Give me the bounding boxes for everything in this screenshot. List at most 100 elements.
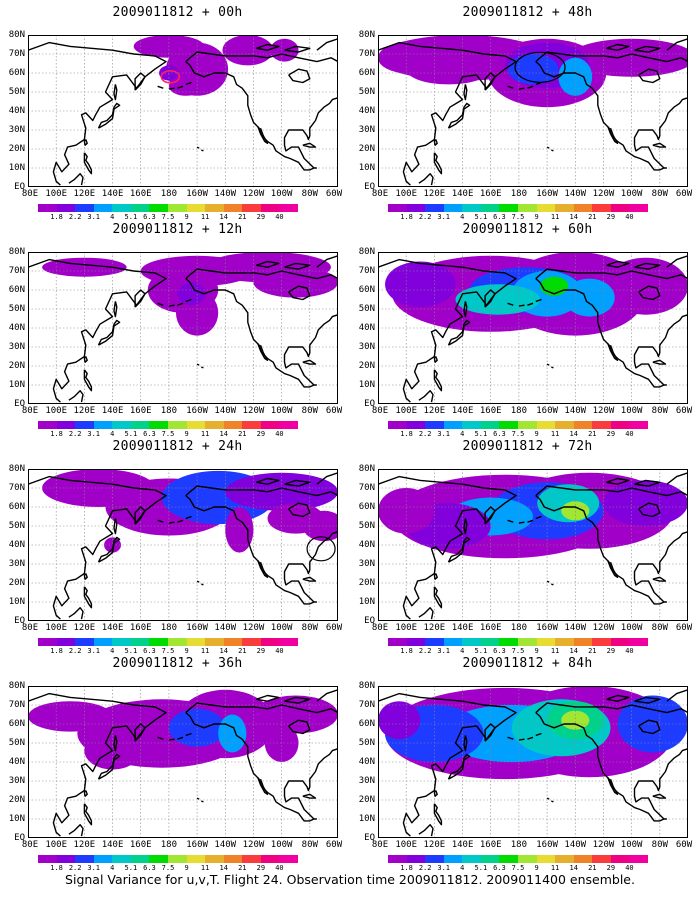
lat-tick-label: 20N — [8, 144, 25, 154]
coastline — [284, 696, 311, 704]
coastline — [257, 559, 269, 579]
contour-marker — [306, 536, 336, 562]
lon-tick-label: 100W — [620, 840, 643, 850]
colorbar-swatch — [223, 204, 243, 212]
colorbar-label: 21 — [588, 647, 597, 655]
coastline — [316, 689, 338, 702]
colorbar-label: 3.1 — [437, 647, 451, 655]
colorbar-swatch — [388, 638, 408, 646]
colorbar-label: 1.8 — [400, 213, 413, 221]
lon-tick-label: 180 — [160, 623, 178, 633]
colorbar-label: 14 — [569, 430, 578, 438]
colorbar-label: 5.1 — [474, 864, 488, 872]
lat-tick-label: 30N — [8, 342, 25, 352]
lat-tick-label: 70N — [358, 49, 375, 59]
colorbar-swatch — [260, 638, 280, 646]
lon-tick-label: 160W — [536, 840, 558, 850]
coastline — [113, 518, 118, 535]
coastline — [527, 519, 534, 523]
coastline — [378, 258, 517, 403]
colorbar-swatch — [499, 204, 519, 212]
colorbar-swatch — [75, 855, 95, 863]
lat-tick-label: 70N — [8, 49, 25, 59]
colorbar-swatch — [242, 855, 262, 863]
colorbar-swatch — [555, 855, 575, 863]
lon-tick-label: 80E — [21, 623, 39, 633]
lat-tick-label: 10N — [358, 163, 375, 173]
colorbar-swatch — [592, 204, 612, 212]
lon-tick-label: 80E — [371, 189, 389, 199]
coastline — [185, 81, 192, 86]
colorbar-label: 29 — [606, 647, 616, 655]
colorbar-label: 5.1 — [474, 430, 488, 438]
lon-tick-label: 140E — [101, 623, 124, 633]
colorbar-label: 5.1 — [124, 647, 138, 655]
coastline — [83, 152, 93, 175]
lon-tick-label: 120E — [423, 189, 446, 199]
coastline — [83, 803, 93, 826]
colorbar-swatch — [279, 204, 299, 212]
coastline — [638, 285, 661, 301]
colorbar-swatch — [112, 421, 132, 429]
lat-tick-label: 70N — [358, 266, 375, 276]
coastline — [484, 723, 496, 742]
map-panel: 2009011812 + 24h 80N 70N 60N 50N 40N 30N 20N 10N… — [5, 439, 350, 657]
coastline — [551, 149, 554, 152]
colorbar-swatch — [242, 204, 262, 212]
colorbar-label: 14 — [219, 647, 228, 655]
lat-tick-label: 10N — [358, 814, 375, 824]
colorbar-label: 14 — [569, 647, 578, 655]
lon-tick-label: 60W — [675, 623, 693, 633]
colorbar-label: 7.5 — [161, 864, 175, 872]
panel-title: 2009011812 + 48h — [462, 5, 593, 20]
colorbar — [388, 855, 649, 863]
lon-tick-label: 160E — [129, 623, 152, 633]
lon-tick-label: 80E — [371, 623, 389, 633]
colorbar-swatch — [518, 421, 538, 429]
coastline — [157, 85, 164, 89]
colorbar-label: 2.2 — [68, 647, 82, 655]
colorbar-swatch — [149, 855, 169, 863]
coastline — [185, 268, 338, 280]
coastline — [185, 61, 317, 171]
colorbar-swatch — [93, 855, 113, 863]
coastline — [288, 719, 311, 735]
colorbar-label: 4 — [110, 864, 115, 872]
lat-tick-label: EQ — [364, 833, 375, 843]
colorbar-label: 5.1 — [124, 430, 138, 438]
coastline — [447, 319, 471, 346]
colorbar-label: 1.8 — [400, 864, 413, 872]
colorbar-label: 2.2 — [68, 430, 82, 438]
coastline — [433, 586, 443, 609]
panel-title: 2009011812 + 00h — [112, 5, 243, 20]
colorbar-label: 11 — [200, 213, 210, 221]
lon-tick-label: 180 — [160, 840, 178, 850]
lat-tick-label: 30N — [8, 125, 25, 135]
colorbar-label: 4 — [110, 647, 115, 655]
lat-tick-label: 60N — [358, 285, 375, 295]
lat-tick-label: 40N — [358, 323, 375, 333]
coastline — [633, 97, 688, 169]
coastline — [484, 289, 496, 308]
variance-region — [455, 284, 541, 315]
lon-tick-label: 80W — [651, 840, 668, 850]
coastline — [652, 576, 667, 582]
contour-marker — [514, 51, 566, 83]
colorbar-label: 21 — [238, 430, 247, 438]
coastline — [302, 359, 317, 365]
coastline — [666, 689, 688, 702]
colorbar-label: 3.1 — [87, 213, 101, 221]
colorbar-swatch — [168, 638, 188, 646]
colorbar-swatch — [555, 204, 575, 212]
lat-tick-label: 70N — [8, 483, 25, 493]
lat-tick-label: 60N — [358, 502, 375, 512]
colorbar-label: 40 — [625, 647, 634, 655]
lon-tick-label: 100W — [270, 840, 293, 850]
colorbar-swatch — [168, 204, 188, 212]
colorbar-label: 14 — [219, 430, 228, 438]
coastline — [97, 319, 121, 346]
coastline — [283, 97, 338, 169]
variance-region — [270, 38, 299, 62]
colorbar-swatch — [610, 638, 630, 646]
coastline — [256, 43, 280, 51]
